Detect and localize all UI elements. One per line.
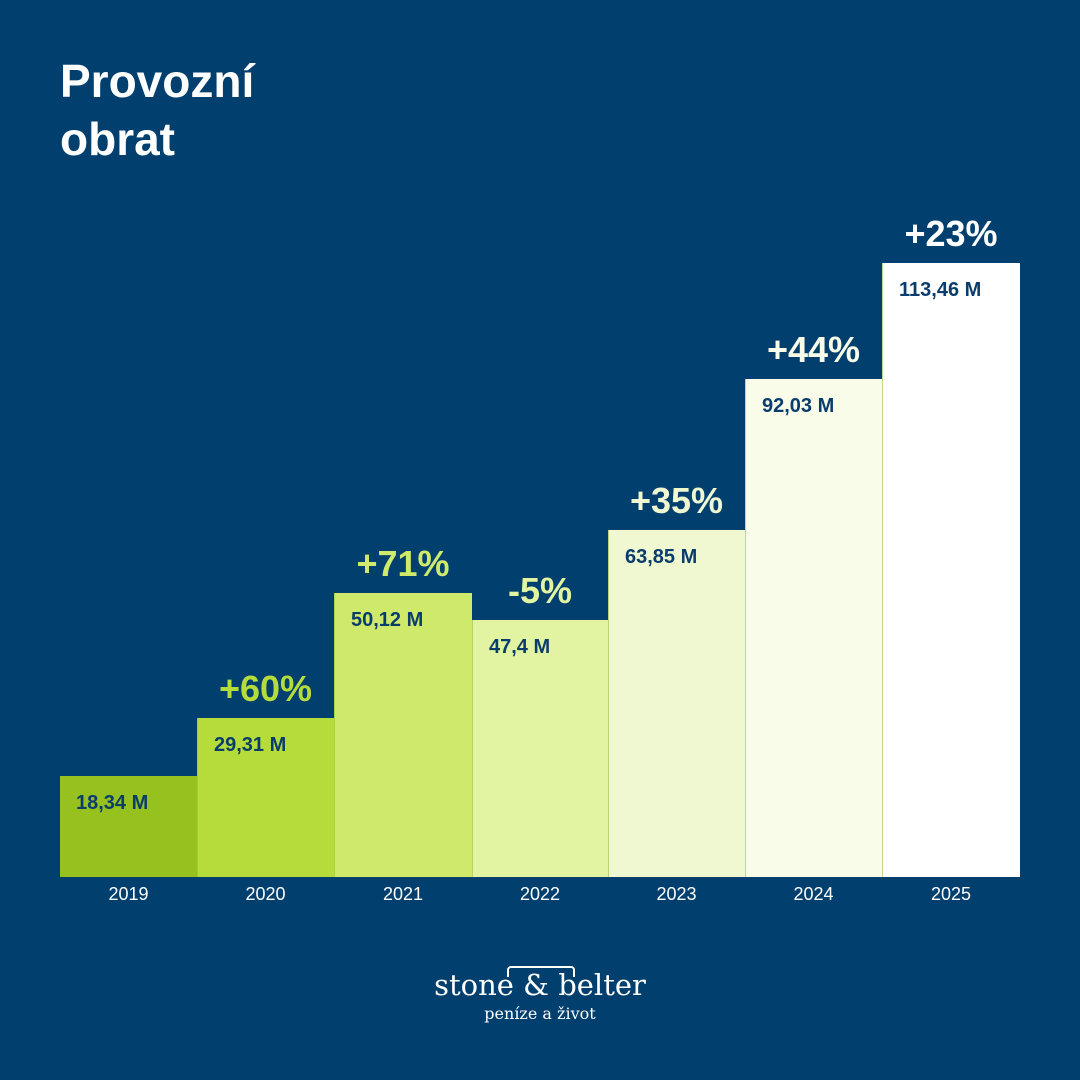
change-label-2021: +71% [356,543,450,584]
bar-2025: 113,46 M [882,263,1020,877]
x-axis-label-2020: 2020 [245,884,286,904]
x-axis-label-2025: 2025 [930,884,972,904]
x-axis-label-2022: 2022 [519,884,561,904]
bar-value-label: 113,46 M [899,279,982,301]
brand-logo: stone & belter peníze a život [0,966,1080,1023]
logo-bracket-icon [507,966,576,977]
bar-value-label: 92,03 M [762,395,835,417]
bar-value-label: 18,34 M [76,792,149,814]
bar-2023: 63,85 M [608,530,745,877]
x-axis-label-2023: 2023 [656,884,697,904]
x-axis-label-2024: 2024 [793,884,834,904]
bar-2019: 18,34 M [60,776,197,877]
title-line-2: obrat [60,113,175,165]
logo-wordmark: stone & belter [434,966,646,1002]
page-title: Provozní obrat [60,52,254,168]
logo-tagline: peníze a život [484,1004,596,1023]
change-label-2024: +44% [766,329,861,370]
change-label-2020: +60% [218,668,313,709]
x-axis-label-2021: 2021 [382,884,424,904]
bar-2021: 50,12 M [334,593,472,877]
bar-value-label: 29,31 M [214,734,287,756]
x-axis-label-2019: 2019 [108,884,149,904]
bar-2024: 92,03 M [745,379,882,877]
logo-brand-text: stone & belter [434,968,646,1002]
bar-2022: 47,4 M [472,620,608,877]
change-label-2023: +35% [629,480,724,521]
bar-2020: 29,31 M [197,718,334,877]
title-line-1: Provozní [60,55,255,107]
bar-value-label: 50,12 M [351,609,424,631]
bar-value-label: 47,4 M [489,636,551,658]
change-label-2022: -5% [507,570,573,611]
change-label-2025: +23% [904,213,998,254]
bar-value-label: 63,85 M [625,546,698,568]
